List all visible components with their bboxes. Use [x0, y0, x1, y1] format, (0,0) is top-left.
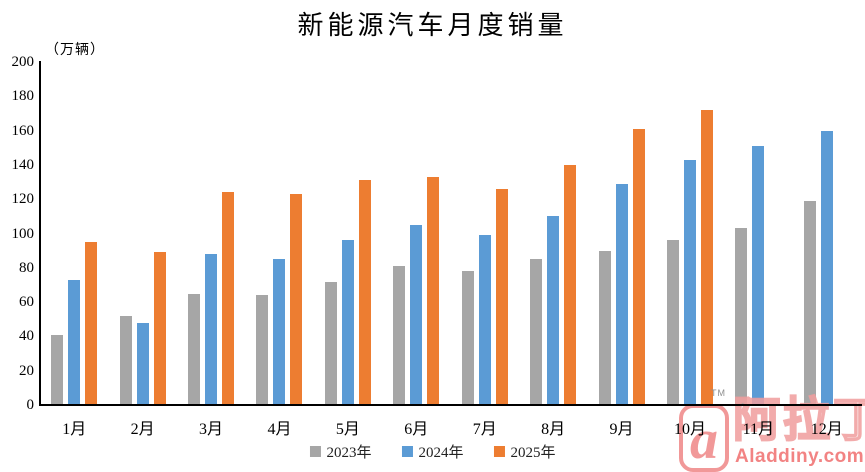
x-tick-label-7月: 7月: [472, 421, 497, 438]
bar-2023年-12月: [803, 200, 816, 405]
legend-item-2025年: 2025年: [493, 441, 556, 462]
bar-2025年-4月: [290, 194, 303, 405]
y-tick-label-140: 140: [11, 156, 35, 173]
legend-swatch-icon: [401, 446, 413, 457]
bar-2025年-10月: [700, 110, 713, 405]
y-tick-label-120: 120: [11, 191, 35, 208]
legend-label: 2025年: [510, 445, 556, 461]
legend-item-2024年: 2024年: [401, 441, 464, 462]
bar-2023年-5月: [324, 281, 337, 405]
legend-item-2023年: 2023年: [309, 441, 371, 462]
legend-label: 2023年: [326, 445, 372, 461]
x-axis-line: [39, 404, 862, 406]
y-tick-label-20: 20: [19, 362, 34, 379]
y-tick-label-160: 160: [11, 122, 35, 139]
x-tick-label-8月: 8月: [541, 421, 566, 438]
y-tick-label-60: 60: [19, 294, 34, 311]
x-tick-label-11月: 11月: [742, 421, 775, 438]
bar-2024年-6月: [410, 224, 423, 405]
bar-2024年-2月: [136, 322, 149, 405]
legend-swatch-icon: [309, 446, 321, 457]
bar-2025年-8月: [564, 164, 577, 405]
x-tick-label-10月: 10月: [673, 421, 706, 438]
trademark-mark: TM: [711, 388, 726, 398]
bar-2024年-1月: [68, 279, 81, 405]
bar-2025年-2月: [153, 252, 166, 405]
legend-swatch-icon: [493, 446, 505, 457]
x-tick-label-12月: 12月: [810, 421, 843, 438]
x-tick-label-9月: 9月: [609, 421, 634, 438]
bar-2023年-4月: [256, 295, 269, 405]
bar-2025年-5月: [358, 180, 371, 405]
legend-label: 2024年: [418, 445, 464, 461]
x-tick-label-2月: 2月: [130, 421, 155, 438]
bar-2023年-3月: [188, 293, 201, 405]
x-tick-label-5月: 5月: [335, 421, 360, 438]
y-axis-line: [39, 61, 41, 406]
chart-title: 新能源汽车月度销量: [297, 11, 568, 40]
bar-2024年-12月: [820, 130, 833, 405]
y-tick-label-80: 80: [19, 259, 34, 276]
y-tick-label-200: 200: [11, 54, 35, 70]
bar-2024年-9月: [615, 183, 628, 405]
bar-2024年-8月: [547, 216, 560, 405]
x-tick-label-3月: 3月: [199, 421, 224, 438]
bar-2024年-10月: [683, 159, 696, 405]
bar-2024年-11月: [752, 146, 765, 405]
y-tick-label-40: 40: [19, 328, 34, 345]
bar-2023年-6月: [393, 266, 406, 405]
bar-2025年-3月: [222, 192, 235, 405]
bar-2024年-7月: [478, 235, 491, 405]
y-axis-unit-label: （万辆）: [45, 43, 105, 58]
bar-2024年-3月: [205, 254, 218, 405]
x-tick-label-6月: 6月: [404, 421, 429, 438]
bar-2023年-2月: [119, 315, 132, 405]
bar-2025年-7月: [495, 188, 508, 405]
y-tick-label-100: 100: [11, 225, 35, 242]
x-tick-label-1月: 1月: [62, 421, 87, 438]
watermark-brand-url: Aladdiny.com: [735, 446, 865, 467]
bar-2023年-9月: [598, 250, 611, 405]
bar-2023年-10月: [666, 240, 679, 405]
y-tick-label-0: 0: [26, 397, 35, 413]
bar-2025年-6月: [427, 176, 440, 405]
bar-2023年-7月: [461, 271, 474, 405]
bar-2024年-4月: [273, 259, 286, 405]
bar-2025年-9月: [632, 128, 645, 405]
bar-2025年-1月: [85, 242, 98, 405]
x-tick-label-4月: 4月: [267, 421, 292, 438]
bar-2024年-5月: [341, 240, 354, 405]
bar-2023年-8月: [530, 259, 543, 405]
legend: 2023年 2024年 2025年: [309, 441, 556, 462]
bar-2023年-11月: [735, 228, 748, 405]
y-tick-label-180: 180: [11, 88, 35, 105]
bar-2023年-1月: [51, 334, 64, 405]
